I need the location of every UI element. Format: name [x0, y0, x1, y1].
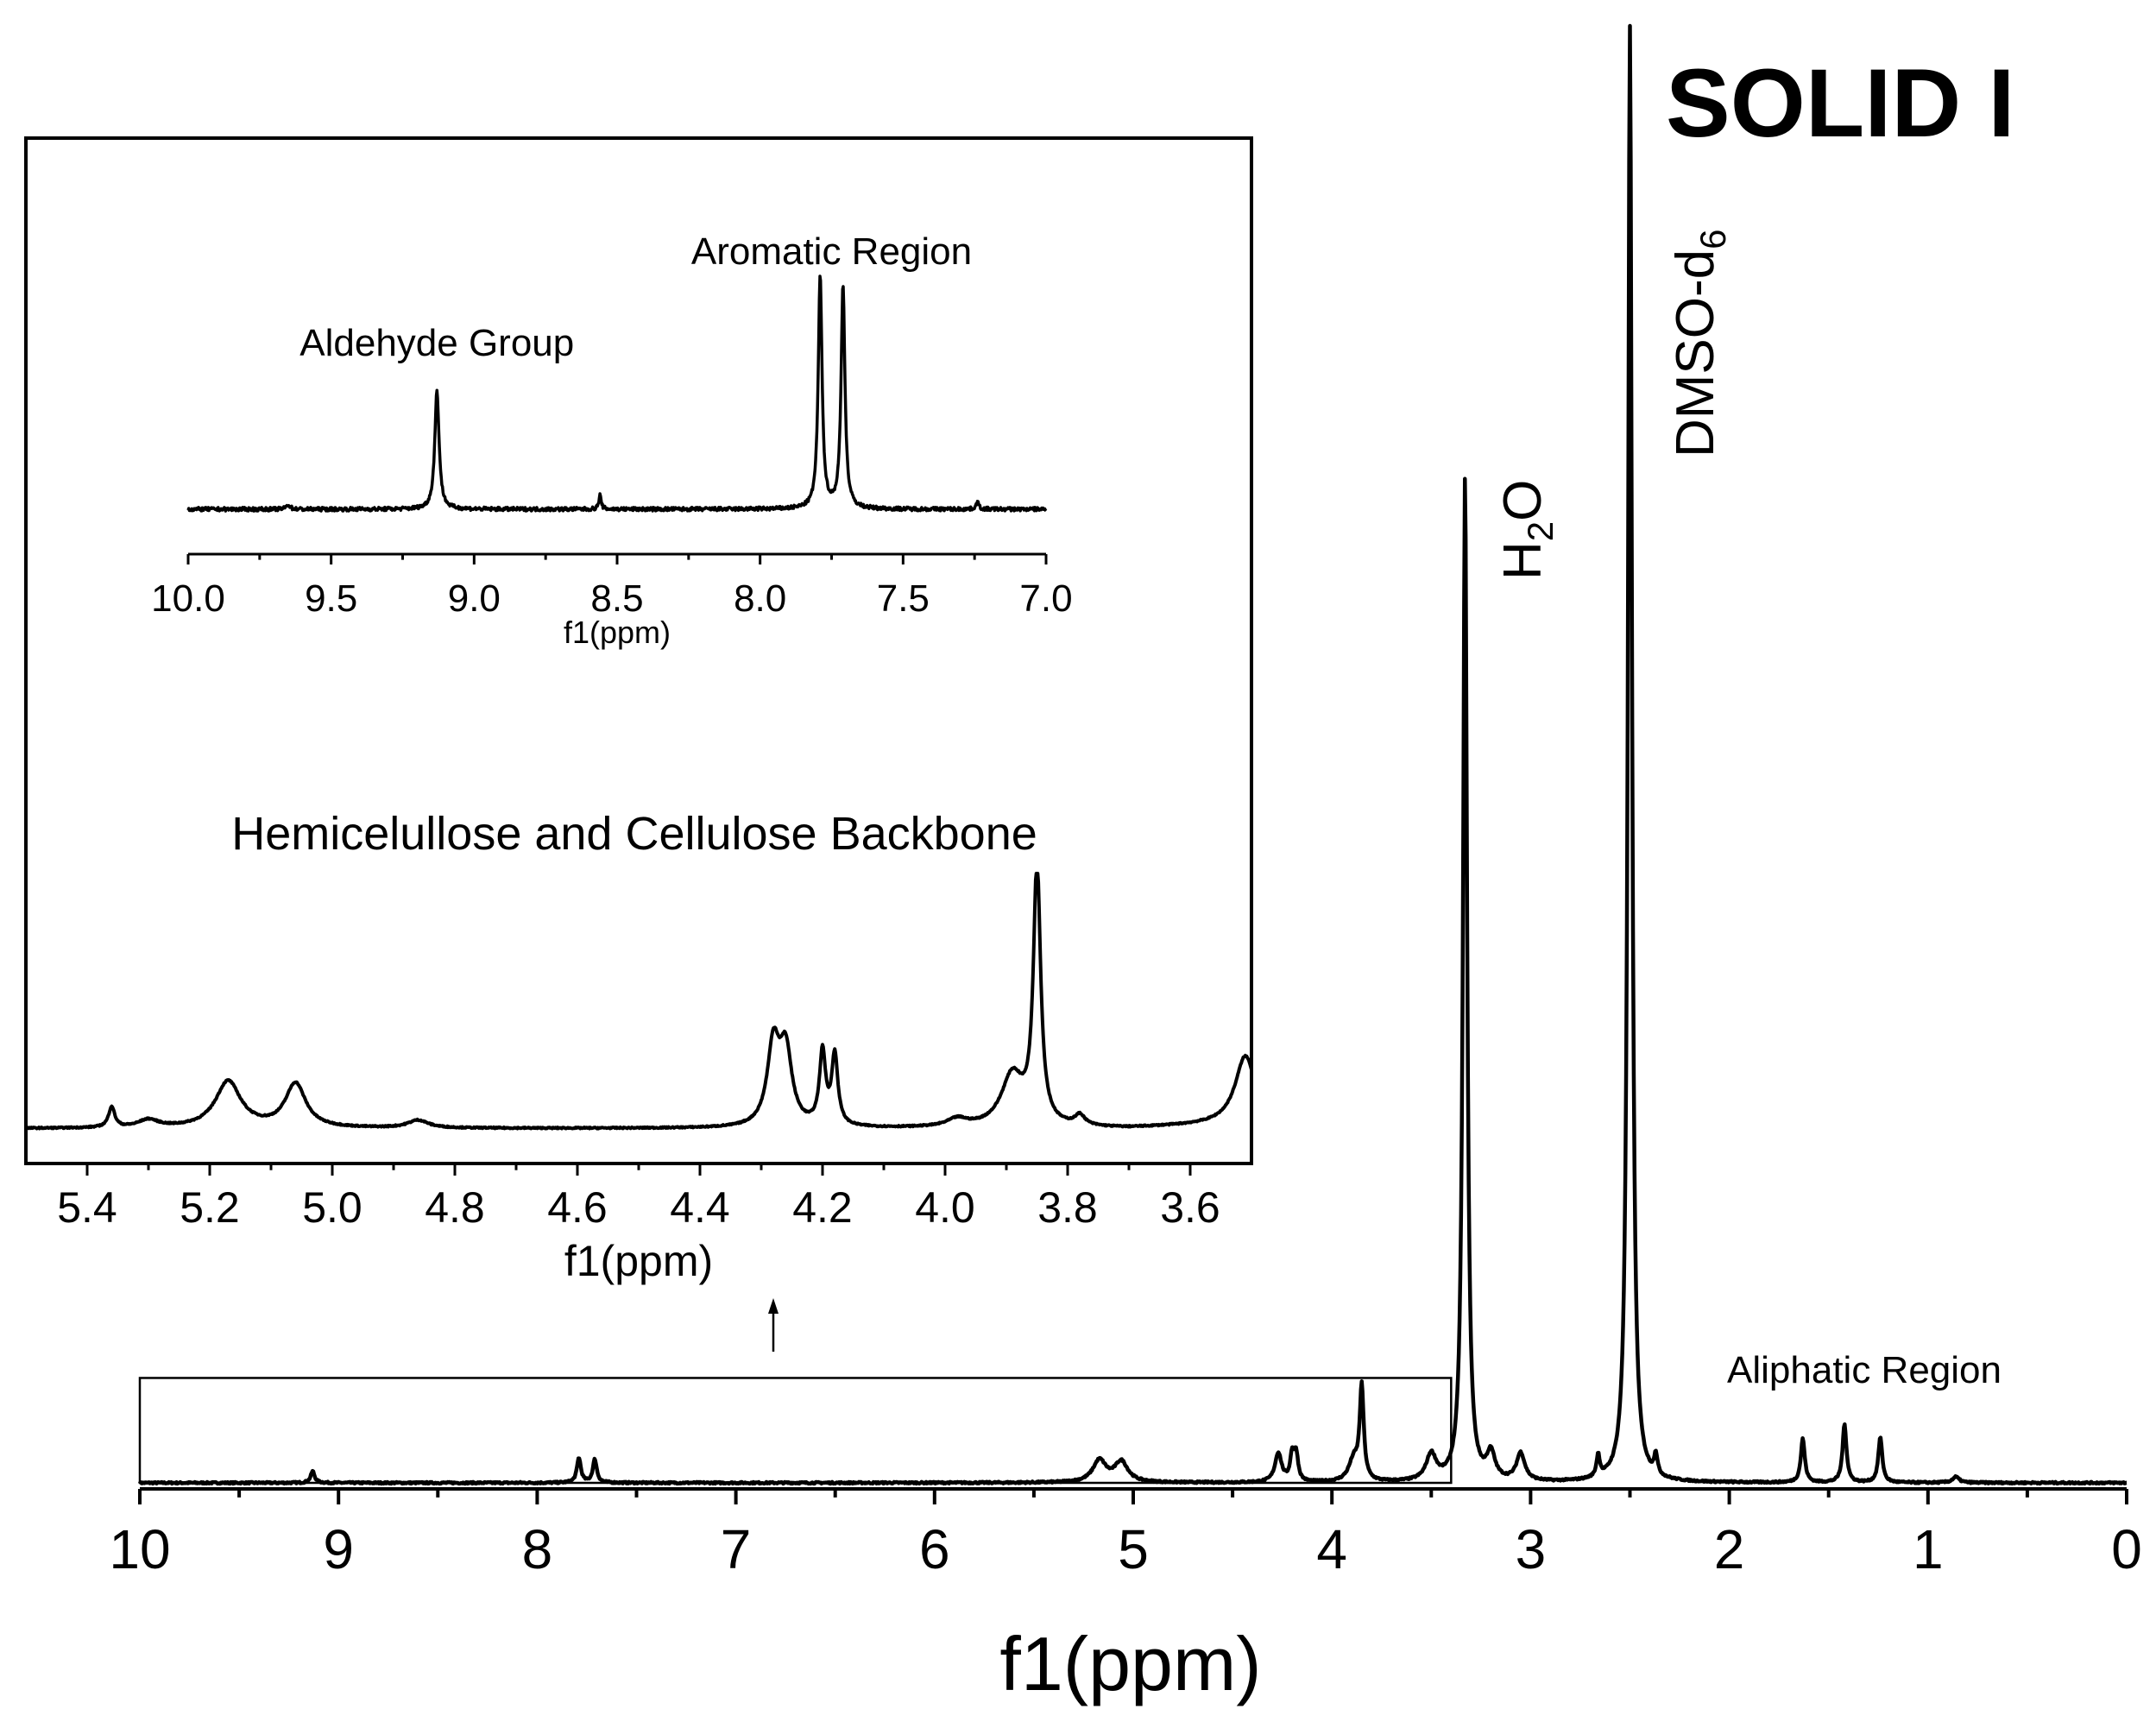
x-tick-label: 10: [109, 1518, 170, 1580]
aliphatic-region-label: Aliphatic Region: [1727, 1349, 2002, 1391]
water-label: H2O: [1493, 480, 1560, 580]
x-tick-label: 4: [1316, 1518, 1347, 1580]
zoom-arrow-head: [768, 1298, 779, 1314]
x-tick-label: 3.6: [1160, 1183, 1220, 1232]
x-tick-label: 4.8: [425, 1183, 485, 1232]
x-tick-label: 8.0: [734, 577, 786, 620]
figure-title: SOLID I: [1666, 49, 2014, 157]
x-axis-label: f1(ppm): [999, 1621, 1261, 1706]
x-tick-label: 4.2: [792, 1183, 853, 1232]
x-tick-label: 7.5: [877, 577, 930, 620]
x-tick-label: 7.0: [1019, 577, 1072, 620]
x-tick-label: 10.0: [151, 577, 225, 620]
solvent-label: DMSO-d6: [1666, 230, 1733, 458]
x-tick-label: 8.5: [590, 577, 643, 620]
x-axis-label: f1(ppm): [564, 615, 671, 650]
x-tick-label: 5.4: [57, 1183, 117, 1232]
inset-frame: [24, 136, 1253, 1165]
x-tick-label: 4.0: [915, 1183, 975, 1232]
inset-annotation: Aromatic Region: [691, 230, 972, 273]
x-axis-label: f1(ppm): [564, 1237, 713, 1285]
spectrum-line: [186, 274, 1048, 513]
x-tick-label: 4.4: [670, 1183, 730, 1232]
inset-low-spectrum: 5.4 5.2 5.0 4.8 4.6 4.4 4.2 4.0 3.8 3.6 f1(ppm): [24, 872, 1253, 1285]
spectrum-line: [137, 23, 2128, 1486]
x-tick-label: 8: [522, 1518, 553, 1580]
x-tick-label: 9.0: [448, 577, 501, 620]
x-tick-label: 1: [1913, 1518, 1944, 1580]
x-tick-label: 5.0: [302, 1183, 362, 1232]
x-tick-label: 4.6: [547, 1183, 608, 1232]
backbone-label: Hemicelullose and Cellulose Backbone: [231, 808, 1037, 860]
inset-annotation: Aldehyde Group: [299, 322, 574, 364]
x-tick-label: 0: [2111, 1518, 2142, 1580]
spectrum-line: [24, 872, 1253, 1131]
x-tick-label: 5.2: [180, 1183, 240, 1232]
x-tick-label: 9: [323, 1518, 354, 1580]
main-spectrum-plot: 10 9 8 7 6 5 4 3 2 1 0f1(ppm): [109, 23, 2142, 1706]
x-tick-label: 7: [721, 1518, 752, 1580]
x-tick-label: 5: [1118, 1518, 1149, 1580]
zoom-box: [138, 1377, 1453, 1485]
inset-high-spectrum: 10.0 9.5 9.0 8.5 8.0 7.5 7.0 f1(ppm) Aldehyde Gr…: [151, 230, 1072, 650]
x-tick-label: 3: [1516, 1518, 1547, 1580]
x-tick-label: 3.8: [1037, 1183, 1098, 1232]
x-tick-label: 2: [1714, 1518, 1745, 1580]
x-tick-label: 9.5: [305, 577, 357, 620]
x-tick-label: 6: [919, 1518, 950, 1580]
